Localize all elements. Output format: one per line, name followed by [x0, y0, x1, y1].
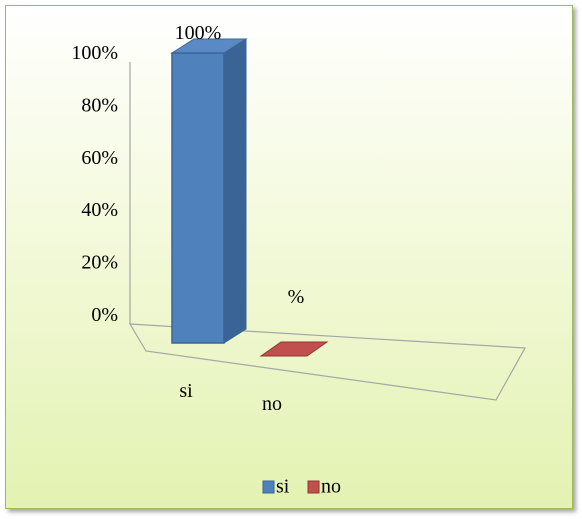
y-tick-label: 100%	[71, 42, 118, 64]
legend-label: no	[321, 476, 341, 498]
x-category-label: no	[262, 393, 282, 415]
x-category-label: si	[179, 380, 193, 402]
floor-outline	[128, 323, 526, 401]
y-tick-label: 20%	[81, 252, 118, 274]
y-tick-label: 60%	[81, 147, 118, 169]
data-labels: 100%%	[175, 22, 305, 308]
legend-swatch-no	[307, 480, 320, 494]
legend-swatch-si	[262, 480, 275, 494]
chart-walls	[128, 62, 526, 401]
y-tick-label: 0%	[91, 304, 118, 326]
legend: si no	[262, 476, 341, 498]
y-tick-label: 40%	[81, 199, 118, 221]
bar-no	[259, 341, 329, 357]
y-tick-label: 80%	[81, 94, 118, 116]
bar-si	[171, 52, 225, 344]
y-axis-ticks: 0% 20% 40% 60% 80% 100%	[71, 42, 118, 326]
bars	[170, 38, 329, 357]
x-axis-categories: si no	[179, 380, 282, 415]
data-label: 100%	[175, 22, 222, 44]
bar-chart: 0% 20% 40% 60% 80% 100% 100%% si no si no	[71, 22, 526, 498]
legend-label: si	[276, 476, 290, 498]
data-label: %	[288, 286, 305, 308]
bar-side	[223, 38, 247, 344]
chart-area: 0% 20% 40% 60% 80% 100% 100%% si no si no	[5, 5, 573, 509]
